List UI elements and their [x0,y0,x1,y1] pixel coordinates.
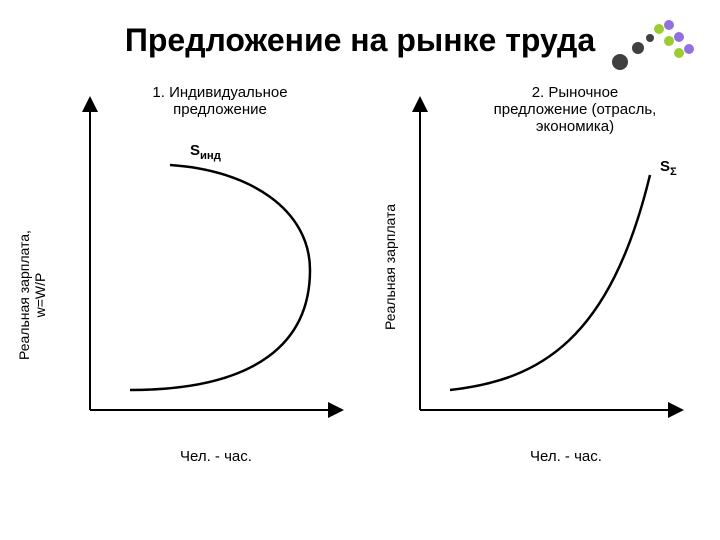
right-x-axis-label: Чел. - час. [530,448,602,465]
dot-purple-1 [664,20,674,30]
left-curve [0,80,360,440]
right-chart-panel: Реальная зарплата 2. Рыночноепредложение… [360,80,720,500]
left-curve-label-sub: инд [200,150,221,162]
left-x-axis-label: Чел. - час. [180,448,252,465]
dot-sm-dark [646,34,654,42]
right-curve-label-sub: Σ [670,166,677,178]
right-curve-label-main: S [660,158,670,175]
charts-row: Реальная зарплата,w=W/P 1. Индивидуально… [0,80,720,500]
dot-green-3 [674,48,684,58]
dot-purple-2 [674,32,684,42]
dot-green-1 [654,24,664,34]
dot-med-dark [632,42,644,54]
right-curve [360,80,720,440]
right-curve-label: SΣ [660,158,677,178]
left-chart-panel: Реальная зарплата,w=W/P 1. Индивидуально… [0,80,360,500]
left-curve-label-main: S [190,142,200,159]
left-curve-label: Sинд [190,142,221,162]
dot-green-2 [664,36,674,46]
dot-purple-3 [684,44,694,54]
dot-big-dark [612,54,628,70]
decoration-dots [612,18,692,86]
